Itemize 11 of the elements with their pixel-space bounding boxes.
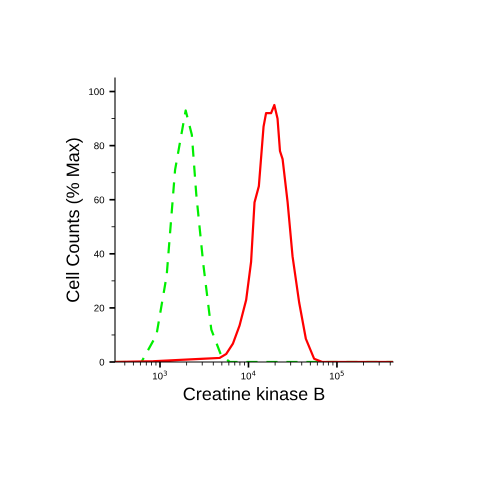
x-tick-label: 10$^{4}$ (241, 370, 256, 380)
x-tick-label: 10$^{3}$ (152, 370, 167, 380)
x-tick-label: 10$^{5}$ (330, 370, 344, 380)
y-tick-label: 60 (94, 196, 104, 204)
y-tick-label: 100 (89, 88, 104, 96)
y-tick-label: 0 (100, 358, 104, 366)
y-tick-label: 20 (94, 304, 104, 312)
y-tick-label: 80 (94, 142, 104, 150)
x-axis-title: Creatine kinase B (184, 387, 324, 400)
y-axis-title: Cell Counts (% Max) (66, 138, 83, 302)
y-tick-label: 40 (94, 250, 104, 258)
